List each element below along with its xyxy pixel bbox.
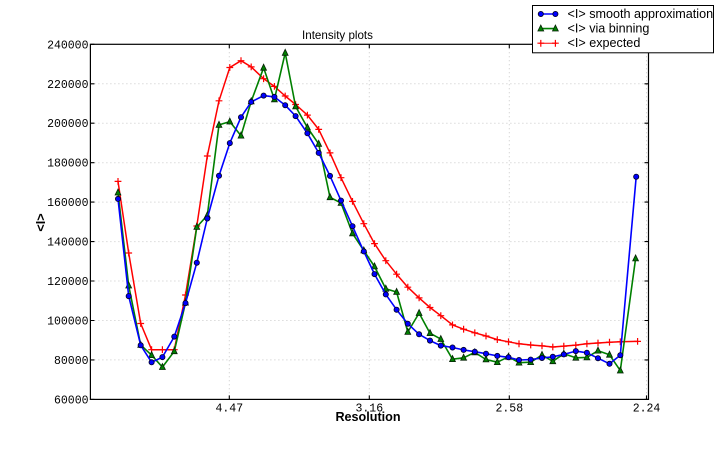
svg-text:3.16: 3.16	[355, 403, 383, 416]
svg-text:Resolution: Resolution	[335, 410, 400, 424]
svg-text:200000: 200000	[47, 118, 89, 131]
svg-text:180000: 180000	[47, 158, 89, 171]
svg-text:<I> via binning: <I> via binning	[568, 21, 650, 35]
svg-text:2.58: 2.58	[495, 403, 523, 416]
svg-text:<I> smooth approximation: <I> smooth approximation	[568, 7, 714, 21]
svg-text:220000: 220000	[47, 79, 89, 92]
svg-text:2.24: 2.24	[633, 403, 661, 416]
svg-text:80000: 80000	[54, 355, 89, 368]
svg-text:Intensity plots: Intensity plots	[302, 29, 373, 42]
svg-text:<I> expected: <I> expected	[568, 36, 641, 50]
svg-text:160000: 160000	[47, 197, 89, 210]
svg-text:<I>: <I>	[34, 213, 48, 231]
svg-text:240000: 240000	[47, 39, 89, 52]
svg-text:140000: 140000	[47, 237, 89, 250]
svg-text:60000: 60000	[54, 394, 89, 407]
svg-text:100000: 100000	[47, 316, 89, 329]
svg-text:4.47: 4.47	[215, 403, 243, 416]
svg-text:120000: 120000	[47, 276, 89, 289]
